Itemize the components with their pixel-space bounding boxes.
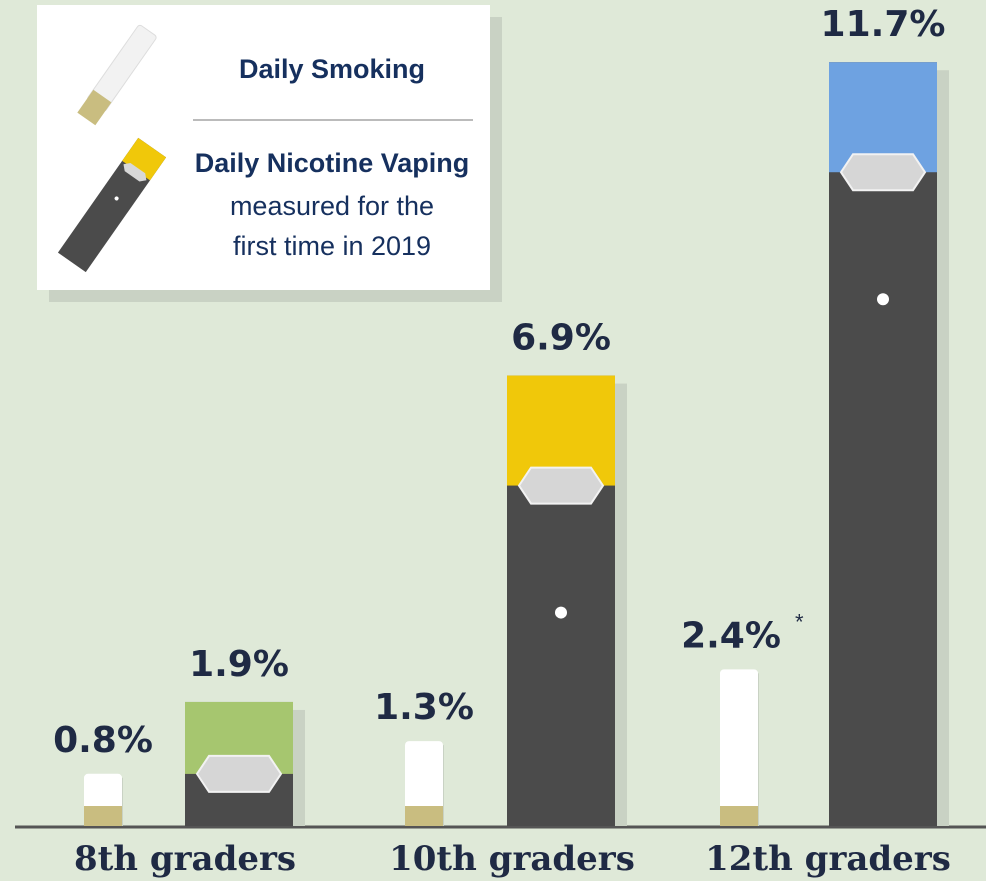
legend-box (37, 5, 490, 290)
value-label: 2.4% (681, 615, 781, 656)
pod-window (517, 466, 605, 505)
x-tick-label: 8th graders (74, 839, 296, 879)
pod-light (555, 606, 567, 619)
cigarette-tip (405, 806, 443, 826)
legend-label: Daily Nicotine Vaping (195, 148, 470, 178)
value-label: 11.7% (821, 4, 946, 45)
bar (720, 669, 758, 826)
annotation: * (795, 609, 804, 634)
pod-light (877, 293, 889, 306)
value-label: 1.3% (374, 687, 474, 728)
value-label: 0.8% (53, 720, 153, 761)
cigarette-tip (84, 806, 122, 826)
cigarette-tip (720, 806, 758, 826)
pod-shadow (615, 383, 627, 826)
legend-cigarette (77, 24, 157, 126)
pod-window (195, 754, 283, 793)
x-tick-label: 12th graders (705, 839, 951, 879)
legend-label: Daily Smoking (239, 54, 425, 84)
legend-note: first time in 2019 (233, 231, 431, 261)
value-label: 1.9% (189, 644, 289, 685)
legend-note: measured for the (230, 191, 434, 221)
pod-shadow (293, 709, 305, 826)
pod-window (839, 153, 927, 192)
bar (405, 741, 443, 826)
x-tick-label: 10th graders (389, 839, 635, 879)
legend: Daily Smoking Daily Nicotine Vaping meas… (37, 5, 502, 302)
legend-pod (57, 137, 167, 273)
pod-shadow (937, 70, 949, 826)
value-label: 6.9% (511, 318, 611, 359)
